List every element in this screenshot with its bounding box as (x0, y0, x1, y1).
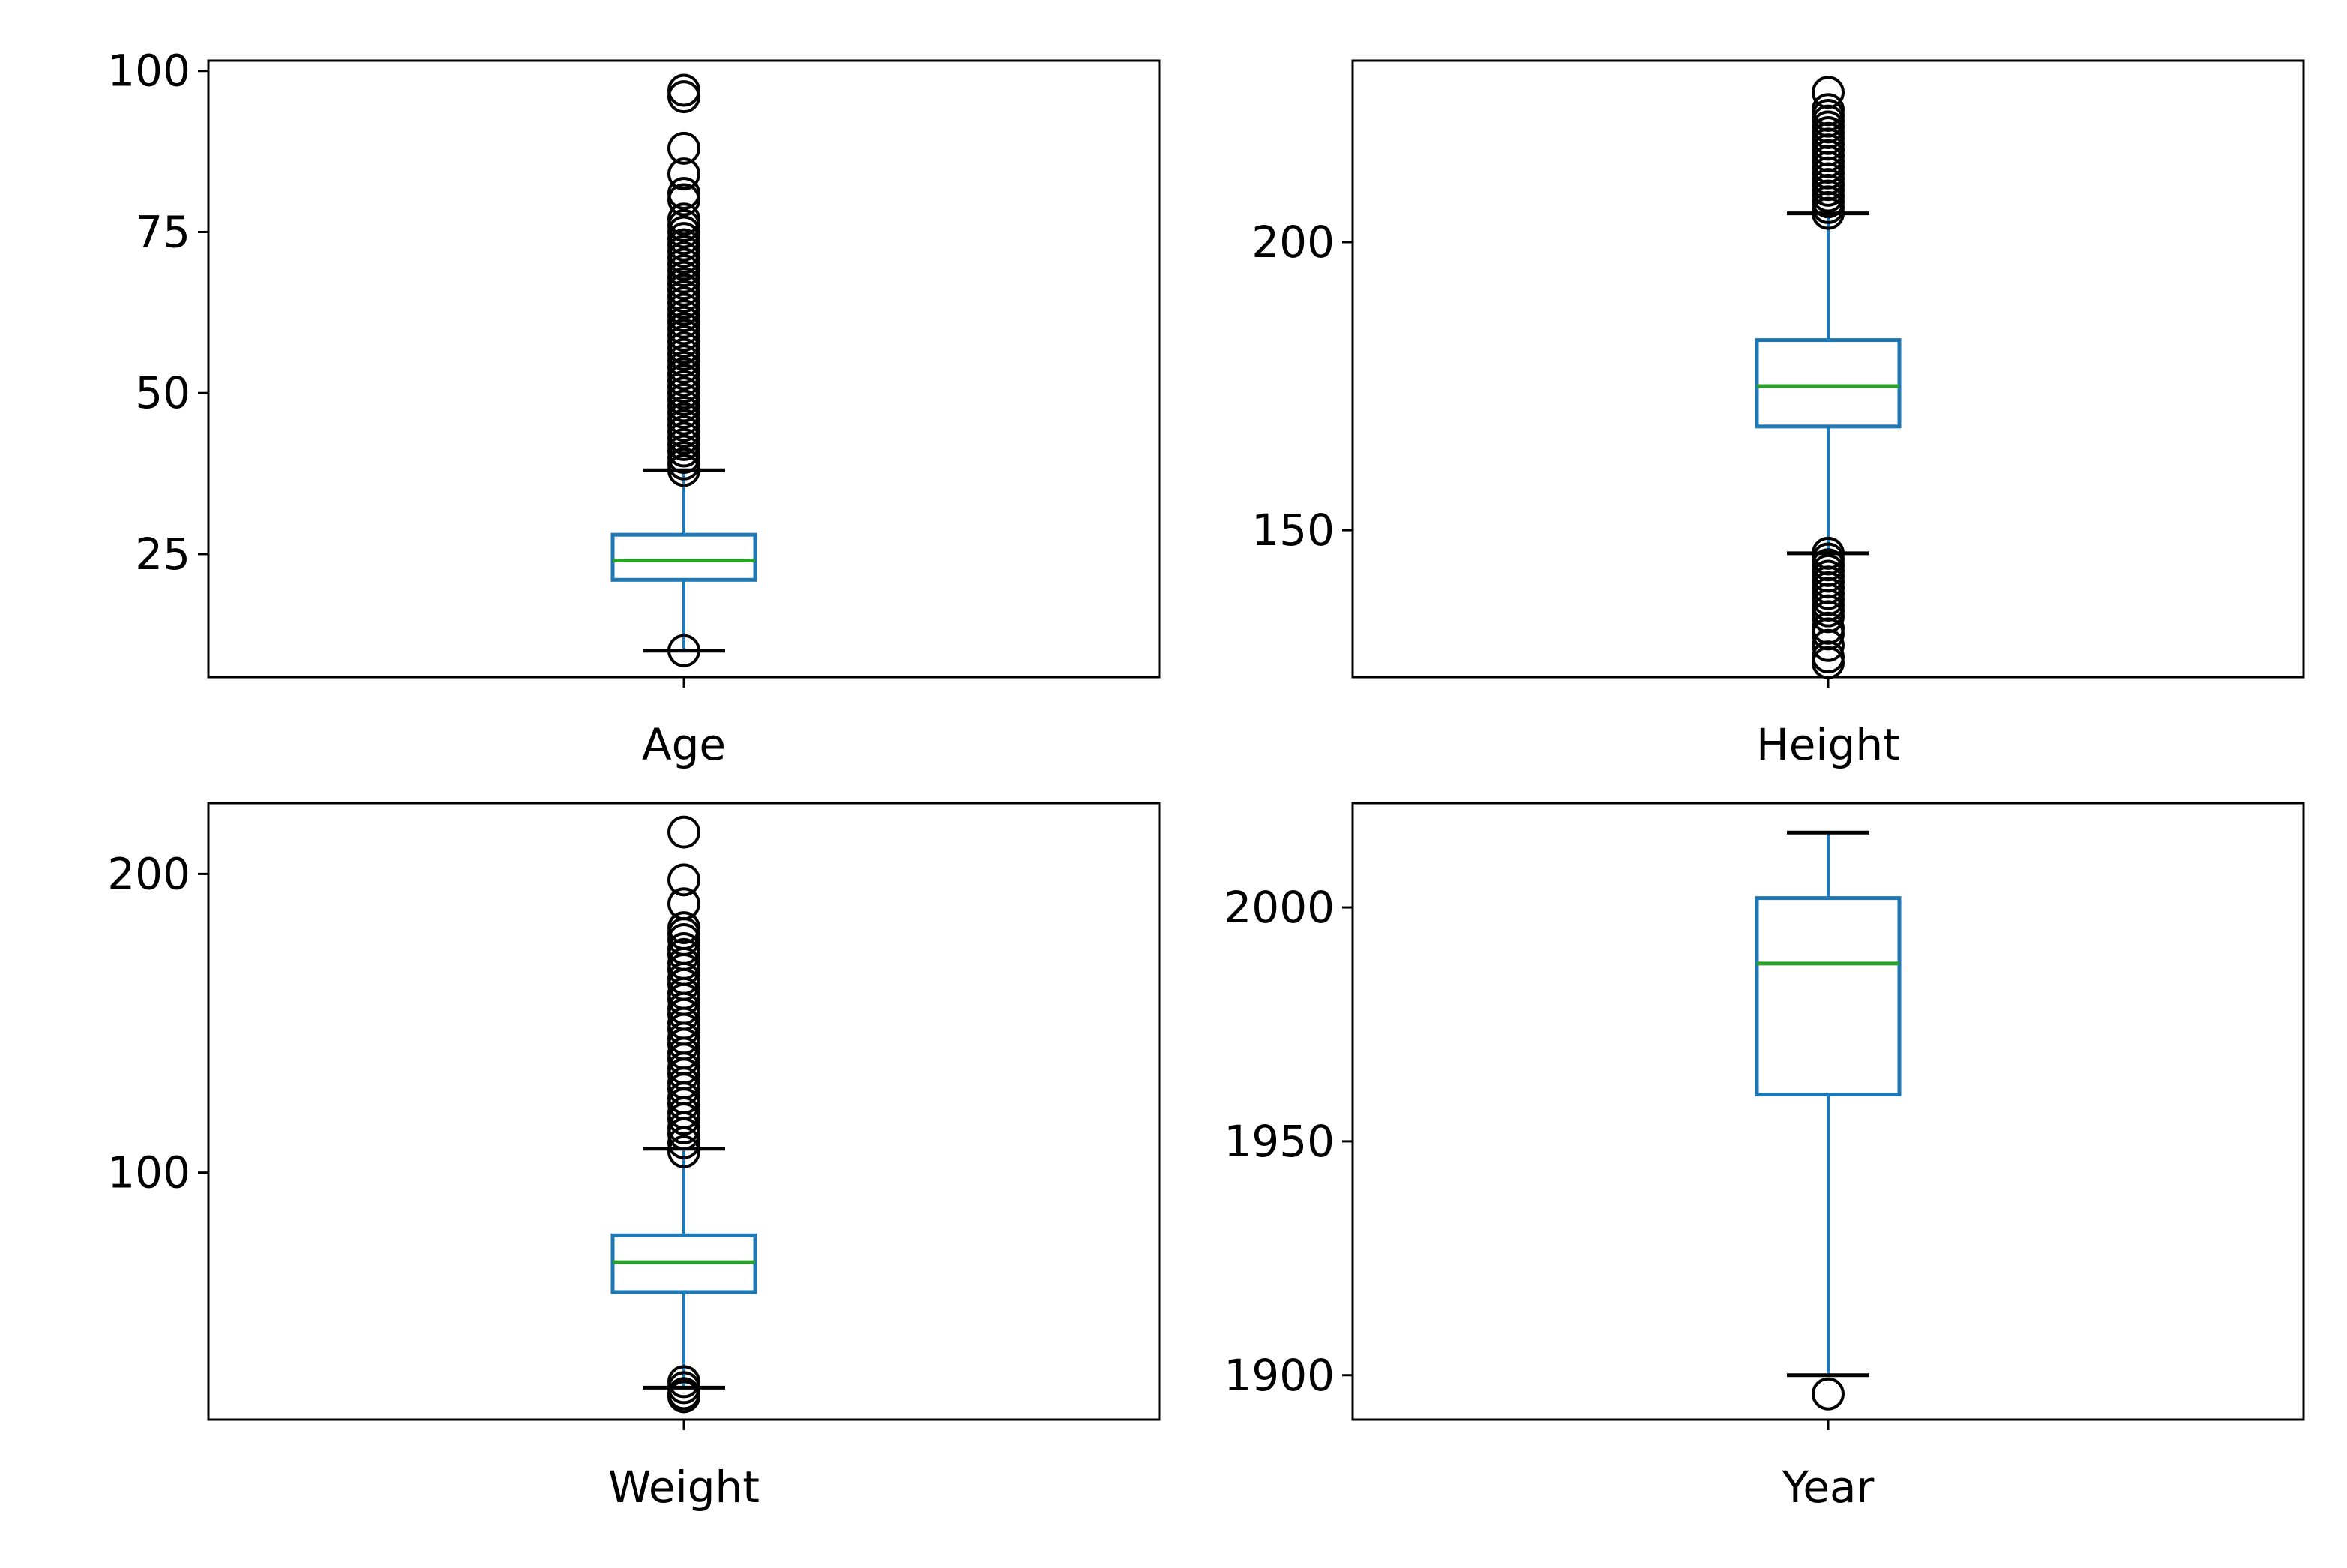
year-flier (1812, 1377, 1845, 1411)
weight-flier (667, 931, 700, 965)
height-ytick-label: 150 (1251, 505, 1335, 556)
height-axes-frame (1351, 59, 2305, 679)
age-flier (667, 73, 700, 107)
age-xlabel: Age (642, 719, 726, 770)
weight-ytick-label: 200 (107, 848, 190, 899)
age-ytick-label: 100 (107, 46, 190, 97)
weight-subplot: 100 200 Weight (107, 802, 1161, 1513)
age-subplot: 25 50 75 100 Age (107, 46, 1161, 770)
age-ytick-label: 50 (135, 367, 190, 418)
height-ytick-label: 200 (1251, 217, 1335, 268)
year-axes-frame (1351, 802, 2305, 1421)
weight-flier (667, 911, 700, 945)
weight-ytick-label: 100 (107, 1147, 190, 1198)
year-ytick-label: 1900 (1224, 1350, 1335, 1401)
year-ytick-label: 2000 (1224, 882, 1335, 933)
year-subplot: 1900 1950 2000 Year (1224, 802, 2305, 1513)
age-flier (667, 131, 700, 165)
height-box (1755, 338, 1902, 429)
height-flier (1812, 76, 1845, 109)
age-flier (667, 176, 700, 210)
year-box (1755, 896, 1902, 1097)
weight-flier (667, 815, 700, 849)
age-ytick-label: 25 (135, 529, 190, 580)
weight-flier (667, 1135, 700, 1168)
age-flier (667, 157, 700, 191)
height-xlabel: Height (1756, 719, 1900, 770)
weight-flier (667, 1365, 700, 1399)
weight-flier (667, 863, 700, 897)
age-axes-frame (207, 59, 1161, 679)
weight-xlabel: Weight (608, 1462, 760, 1513)
year-ytick-label: 1950 (1224, 1116, 1335, 1167)
age-ytick-label: 75 (135, 206, 190, 257)
height-flier (1812, 93, 1845, 127)
age-box (610, 532, 757, 582)
age-flier (667, 202, 700, 236)
weight-axes-frame (207, 802, 1161, 1421)
year-xlabel: Year (1782, 1462, 1875, 1513)
weight-flier (667, 887, 700, 921)
height-subplot: 150 200 Height (1251, 59, 2305, 770)
